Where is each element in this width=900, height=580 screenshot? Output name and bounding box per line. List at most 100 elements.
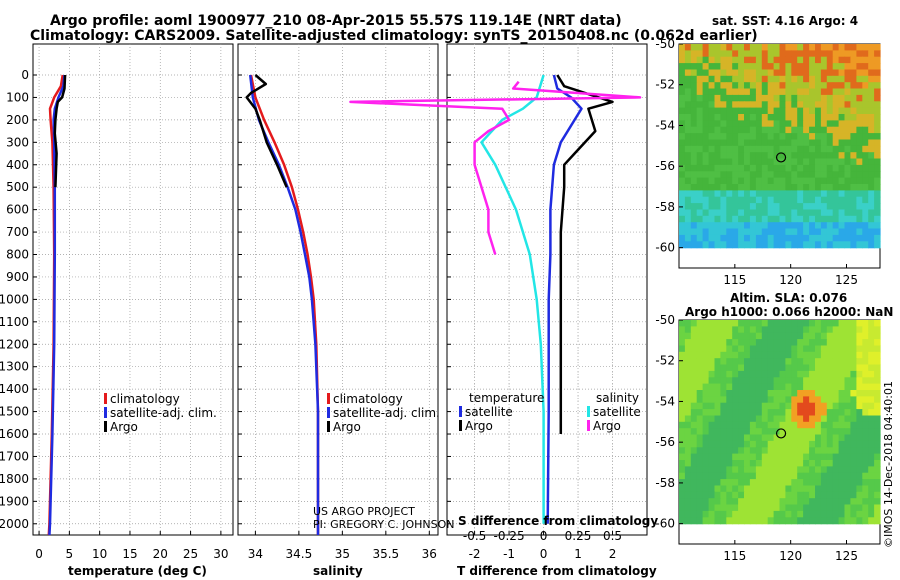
sla-map-cell bbox=[844, 332, 851, 340]
sst-map-cell bbox=[856, 234, 863, 242]
sst-map-cell bbox=[868, 171, 875, 179]
sst-map-cell bbox=[874, 69, 881, 77]
sst-map-cell bbox=[767, 190, 775, 198]
sla-map-cell bbox=[797, 409, 804, 417]
sst-map-cell bbox=[679, 126, 686, 134]
sla-map-cell bbox=[773, 472, 781, 480]
sst-map-cell bbox=[820, 203, 828, 211]
sla-map-cell bbox=[779, 434, 786, 442]
sst-map-cell bbox=[803, 241, 810, 249]
sst-map-cell bbox=[749, 82, 757, 90]
sst-map-cell bbox=[838, 222, 846, 230]
sst-map-cell bbox=[874, 234, 881, 242]
sla-map-cell bbox=[850, 453, 857, 461]
sla-map-cell bbox=[690, 345, 698, 353]
sla-map-cell bbox=[797, 358, 804, 366]
sla-map-cell bbox=[732, 472, 739, 480]
sst-map-cell bbox=[868, 177, 875, 185]
depth-tick-label: 1900 bbox=[0, 494, 29, 508]
sla-map-cell bbox=[844, 415, 851, 423]
sla-map-cell bbox=[856, 409, 863, 417]
sst-map-cell bbox=[761, 82, 769, 90]
sla-map-cell bbox=[708, 498, 716, 506]
sla-map-cell bbox=[785, 345, 792, 353]
sla-map-cell bbox=[832, 326, 840, 334]
sst-map-cell bbox=[874, 88, 881, 96]
sla-map-cell bbox=[844, 326, 851, 334]
sla-map-cell bbox=[684, 390, 692, 397]
sst-map-cell bbox=[744, 209, 751, 217]
sst-map-cell bbox=[815, 88, 822, 96]
sla-map-cell bbox=[696, 409, 704, 417]
sla-map-cell bbox=[791, 434, 798, 442]
sla-map-cell bbox=[679, 332, 686, 340]
salinity-xtick: 35.5 bbox=[372, 547, 399, 561]
sst-map-cell bbox=[850, 56, 857, 64]
sst-xtick: 115 bbox=[723, 273, 746, 287]
sst-map-cell bbox=[732, 82, 739, 90]
sst-map-cell bbox=[679, 152, 686, 160]
sst-map-cell bbox=[791, 114, 798, 121]
sst-map-cell bbox=[726, 158, 733, 166]
sla-map-cell bbox=[690, 415, 698, 423]
sla-map-cell bbox=[820, 383, 828, 391]
sst-map-cell bbox=[862, 50, 869, 58]
sla-map-cell bbox=[874, 351, 881, 359]
sla-map-cell bbox=[702, 428, 710, 436]
sla-map-cell bbox=[862, 510, 869, 518]
sst-map-cell bbox=[755, 234, 763, 242]
sla-map-cell bbox=[832, 434, 840, 442]
sst-map-cell bbox=[761, 241, 769, 249]
sst-map-cell bbox=[856, 196, 863, 204]
sst-map-cell bbox=[868, 209, 875, 217]
sst-map-cell bbox=[779, 139, 786, 147]
sst-map-cell bbox=[755, 44, 763, 51]
sst-map-cell bbox=[755, 63, 763, 71]
sst-map-cell bbox=[749, 171, 757, 179]
sla-map-cell bbox=[850, 460, 857, 467]
sst-map-cell bbox=[826, 158, 834, 166]
sla-map-cell bbox=[856, 415, 863, 423]
sst-map-cell bbox=[726, 56, 733, 64]
sst-map-cell bbox=[749, 126, 757, 134]
sla-map-cell bbox=[732, 402, 739, 410]
sst-map-cell bbox=[684, 139, 692, 147]
sla-map-cell bbox=[755, 491, 763, 499]
sst-map-cell bbox=[826, 69, 834, 77]
salinity-legend-item: satellite-adj. clim. bbox=[333, 406, 440, 420]
sst-map-cell bbox=[696, 171, 704, 179]
sst-map-cell bbox=[702, 56, 710, 64]
sla-map-cell bbox=[696, 332, 704, 340]
sst-map-cell bbox=[868, 196, 875, 204]
sst-map-cell bbox=[850, 82, 857, 90]
sst-map-cell bbox=[767, 88, 775, 96]
sst-map-cell bbox=[797, 44, 804, 51]
sla-map-cell bbox=[761, 440, 769, 448]
sla-map-cell bbox=[720, 421, 727, 429]
sla-map-cell bbox=[708, 428, 716, 436]
sst-map-cell bbox=[767, 75, 775, 83]
sst-map-cell bbox=[755, 177, 763, 185]
sla-map-cell bbox=[862, 440, 869, 448]
sla-map-cell bbox=[874, 421, 881, 429]
sst-map-cell bbox=[868, 120, 875, 128]
sla-map-cell bbox=[779, 466, 786, 474]
sla-map-cell bbox=[779, 453, 786, 461]
sla-map-cell bbox=[844, 358, 851, 366]
sst-map-cell bbox=[696, 44, 704, 51]
sla-map-cell bbox=[732, 332, 739, 340]
sla-map-cell bbox=[738, 434, 745, 442]
sla-map-cell bbox=[779, 479, 786, 487]
sla-map-cell bbox=[862, 447, 869, 455]
sla-map-cell bbox=[815, 390, 822, 397]
sst-map-cell bbox=[696, 145, 704, 153]
sla-map-cell bbox=[714, 409, 721, 417]
sla-map-cell bbox=[820, 320, 828, 327]
sst-map-cell bbox=[744, 164, 751, 172]
sst-map-cell bbox=[714, 56, 721, 64]
sst-map-cell bbox=[726, 139, 733, 147]
sst-map-cell bbox=[815, 114, 822, 121]
sst-map-cell bbox=[779, 101, 786, 109]
sst-map-cell bbox=[820, 139, 828, 147]
sst-xtick: 120 bbox=[779, 273, 802, 287]
